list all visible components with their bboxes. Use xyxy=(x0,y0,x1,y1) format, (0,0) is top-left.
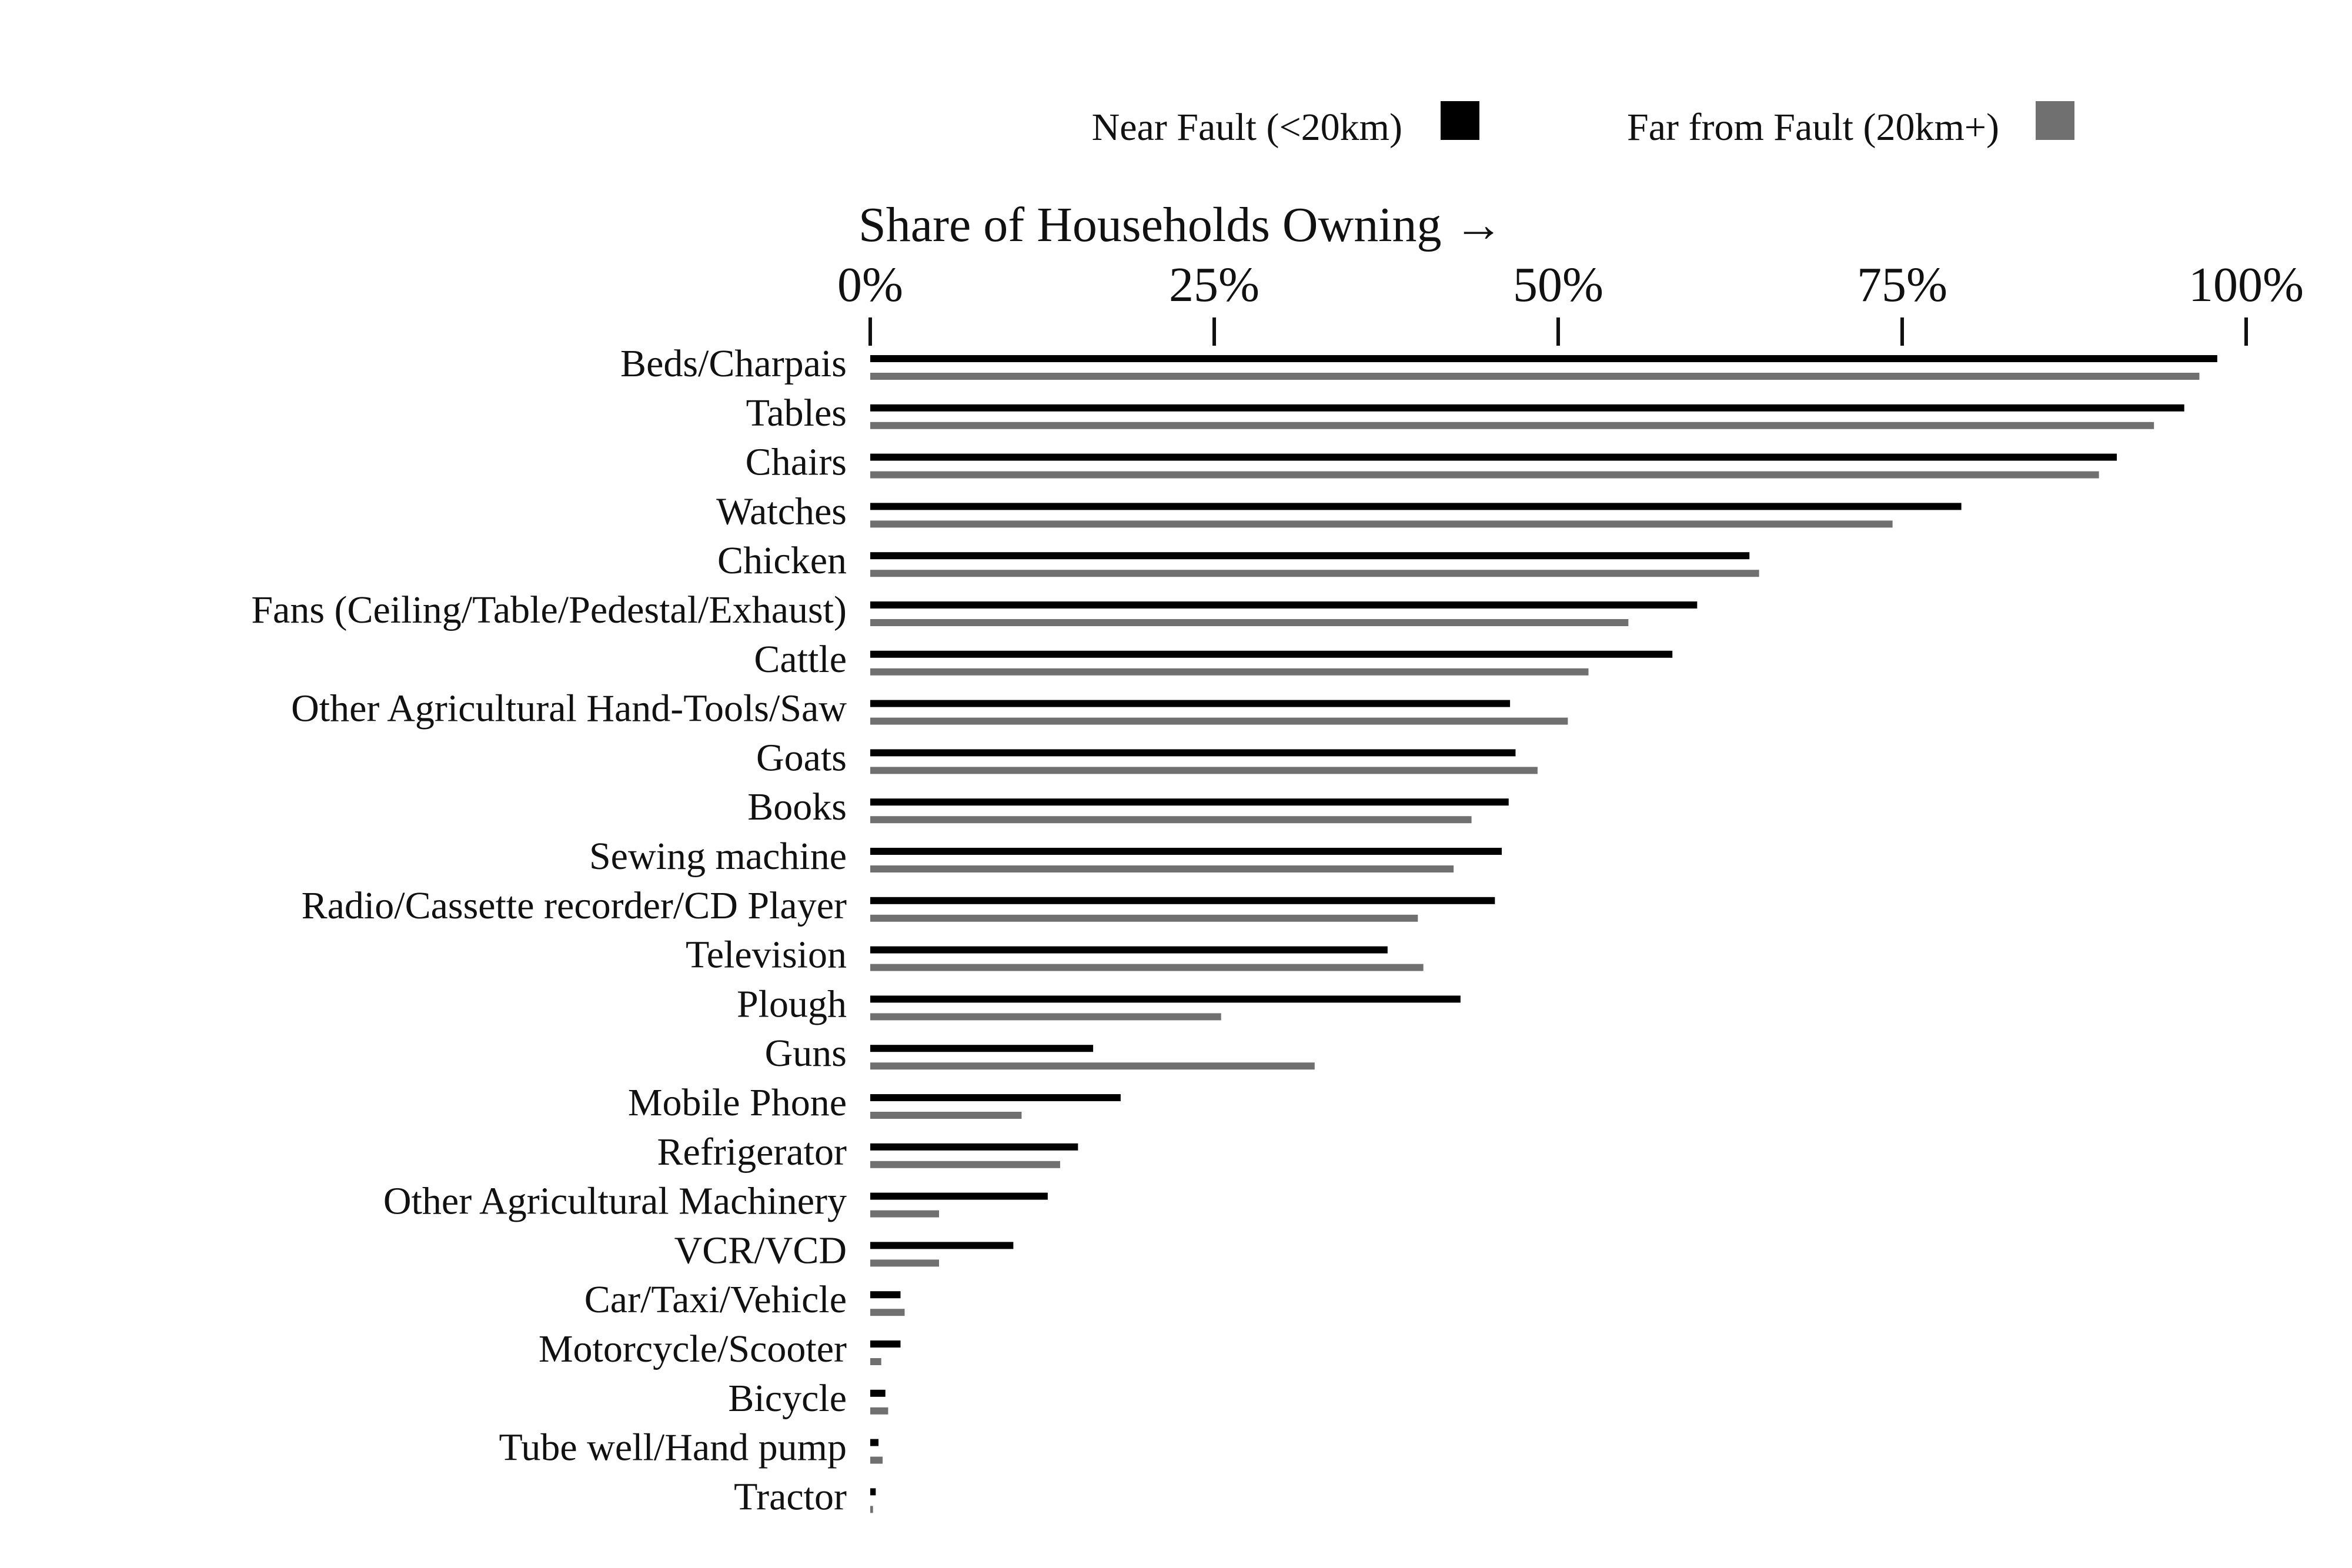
bars xyxy=(870,355,2217,1513)
legend-label: Far from Fault (20km+) xyxy=(1627,106,1999,149)
bar xyxy=(870,552,1750,560)
bar xyxy=(870,1389,886,1397)
category-label: Tractor xyxy=(734,1475,847,1518)
category-label: Car/Taxi/Vehicle xyxy=(584,1278,847,1321)
bar xyxy=(870,749,1516,757)
bar xyxy=(870,1407,888,1415)
bar xyxy=(870,1456,883,1464)
bar xyxy=(870,914,1418,922)
x-tick-label: 100% xyxy=(2189,258,2304,312)
bar xyxy=(870,1013,1221,1021)
category-label: Watches xyxy=(716,490,847,533)
bar xyxy=(870,471,2099,479)
bar xyxy=(870,1094,1121,1101)
category-label: Goats xyxy=(756,736,847,779)
bar xyxy=(870,1506,873,1513)
category-label: Other Agricultural Hand-Tools/Saw xyxy=(291,687,847,730)
bar xyxy=(870,373,2200,380)
bar xyxy=(870,816,1472,824)
bar xyxy=(870,1062,1315,1070)
bar xyxy=(870,1210,939,1218)
bar xyxy=(870,570,1759,577)
bar xyxy=(870,601,1698,609)
category-label: Cattle xyxy=(754,638,847,681)
category-label: Radio/Cassette recorder/CD Player xyxy=(302,884,847,927)
bar xyxy=(870,404,2184,412)
bar xyxy=(870,650,1673,658)
category-label: Television xyxy=(686,934,847,977)
x-tick-label: 0% xyxy=(837,258,903,312)
legend-swatch xyxy=(1441,101,1479,140)
legend: Near Fault (<20km) Far from Fault (20km+) xyxy=(1092,101,2074,149)
category-label: Books xyxy=(747,785,847,828)
bar xyxy=(870,1259,939,1267)
bar xyxy=(870,1112,1022,1119)
category-label: Tube well/Hand pump xyxy=(499,1426,847,1469)
bar xyxy=(870,848,1502,855)
bar xyxy=(870,1045,1094,1052)
bar xyxy=(870,1192,1048,1200)
bar xyxy=(870,355,2217,362)
x-tick-label: 25% xyxy=(1169,258,1259,312)
bar xyxy=(870,520,1893,528)
category-label: Bicycle xyxy=(728,1377,847,1420)
bar xyxy=(870,1291,901,1299)
bar xyxy=(870,897,1495,904)
bar xyxy=(870,865,1454,872)
bar xyxy=(870,453,2117,461)
bar xyxy=(870,1358,881,1365)
category-labels: Beds/Charpais Tables Chairs Watches Chicken F… xyxy=(251,342,847,1518)
bar xyxy=(870,1161,1060,1168)
bar xyxy=(870,1340,901,1348)
bar xyxy=(870,798,1509,806)
bar xyxy=(870,700,1511,707)
category-label: Mobile Phone xyxy=(628,1081,847,1124)
category-label: Sewing machine xyxy=(589,835,847,878)
bar xyxy=(870,1488,876,1496)
bar xyxy=(870,946,1388,954)
legend-label: Near Fault (<20km) xyxy=(1092,106,1402,149)
legend-swatch xyxy=(2036,101,2074,140)
x-tick-label: 75% xyxy=(1857,258,1947,312)
x-axis-title: Share of Households Owning → xyxy=(858,198,1504,252)
x-tick-label: 50% xyxy=(1513,258,1603,312)
category-label: Motorcycle/Scooter xyxy=(539,1328,847,1370)
bar xyxy=(870,995,1461,1003)
category-label: Other Agricultural Machinery xyxy=(383,1180,847,1223)
bar xyxy=(870,717,1568,725)
category-label: Chairs xyxy=(746,441,847,484)
bar xyxy=(870,422,2154,429)
bar xyxy=(870,619,1629,626)
bar xyxy=(870,964,1424,971)
bar xyxy=(870,668,1589,676)
category-label: Refrigerator xyxy=(657,1131,847,1174)
category-label: Tables xyxy=(746,392,847,434)
category-label: VCR/VCD xyxy=(674,1229,847,1272)
bar xyxy=(870,1309,905,1316)
category-label: Fans (Ceiling/Table/Pedestal/Exhaust) xyxy=(251,589,847,631)
category-label: Guns xyxy=(765,1032,847,1075)
category-label: Plough xyxy=(737,982,847,1025)
x-axis: 0% 25% 50% 75% 100% xyxy=(837,258,2304,346)
bar xyxy=(870,1242,1014,1249)
category-label: Chicken xyxy=(717,539,847,582)
bar xyxy=(870,1143,1078,1151)
bar xyxy=(870,1439,879,1446)
category-label: Beds/Charpais xyxy=(620,342,847,385)
bar xyxy=(870,503,1962,510)
bar xyxy=(870,767,1538,774)
